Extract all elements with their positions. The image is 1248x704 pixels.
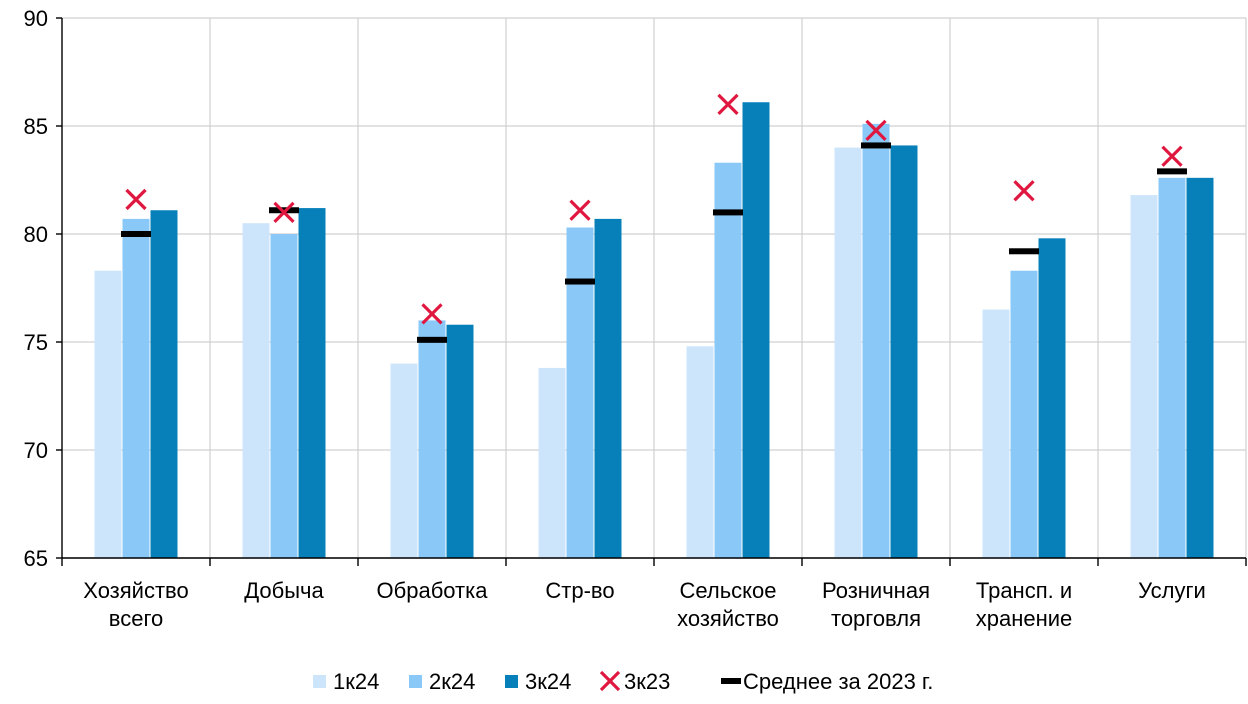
- bar-2к24: [1158, 177, 1186, 558]
- bar-2к24: [122, 218, 150, 558]
- legend-item: 3к23: [599, 669, 670, 694]
- bar-2к24: [862, 123, 890, 558]
- bar-3к24: [890, 145, 918, 558]
- category-label: Хозяйство: [83, 578, 188, 603]
- marker-avg-2023: [861, 142, 891, 149]
- bar-3к24: [298, 208, 326, 558]
- bars: [94, 102, 1214, 559]
- marker-3k23: [569, 199, 591, 221]
- bar-3к24: [594, 218, 622, 558]
- bar-1к24: [538, 367, 566, 558]
- legend-item: 2к24: [409, 669, 475, 694]
- legend-label: Среднее за 2023 г.: [743, 669, 933, 694]
- bar-2к24: [566, 227, 594, 558]
- legend-x-icon: [599, 670, 621, 692]
- marker-avg-2023: [565, 278, 595, 285]
- marker-3k23: [1161, 145, 1183, 167]
- bar-1к24: [390, 363, 418, 558]
- bar-1к24: [834, 147, 862, 558]
- legend-item: Среднее за 2023 г.: [721, 669, 933, 694]
- y-tick-label: 80: [24, 222, 48, 247]
- legend: 1к24 2к24 3к24 3к23 Среднее за 2023 г.: [313, 669, 933, 694]
- y-tick-label: 75: [24, 330, 48, 355]
- legend-label: 3к23: [624, 669, 670, 694]
- legend-label: 2к24: [429, 669, 475, 694]
- y-tick-label: 70: [24, 438, 48, 463]
- marker-3k23: [273, 201, 295, 224]
- category-label: хранение: [976, 606, 1073, 631]
- marker-3k23: [865, 119, 887, 141]
- bar-3к24: [446, 324, 474, 558]
- category-label: хозяйство: [677, 606, 779, 631]
- category-label: Услуги: [1138, 578, 1206, 603]
- axes: 65 70 75 80 85 90 Хозяйство всего Добыча Обработк…: [24, 6, 1247, 631]
- category-label: Сельское: [679, 578, 776, 603]
- category-label: всего: [109, 606, 163, 631]
- bar-1к24: [686, 346, 714, 558]
- legend-swatch: [409, 675, 422, 688]
- gridlines: [62, 17, 1247, 559]
- bar-3к24: [1186, 177, 1214, 558]
- markers: [121, 93, 1187, 343]
- marker-avg-2023: [1009, 248, 1039, 255]
- category-label: Обработка: [377, 578, 489, 603]
- bar-1к24: [982, 309, 1010, 558]
- marker-3k23: [421, 303, 443, 325]
- legend-item: 1к24: [313, 669, 379, 694]
- marker-3k23: [1013, 180, 1035, 202]
- category-label: Трансп. и: [976, 578, 1072, 603]
- legend-item: 3к24: [505, 669, 571, 694]
- y-tick-label: 65: [24, 546, 48, 571]
- category-label: Стр-во: [545, 578, 614, 603]
- bar-2к24: [270, 234, 298, 558]
- category-label: Добыча: [244, 578, 324, 603]
- bar-2к24: [1010, 270, 1038, 558]
- bar-1к24: [94, 270, 122, 558]
- marker-3k23: [717, 93, 739, 116]
- category-label: торговля: [831, 606, 921, 631]
- bar-3к24: [150, 210, 178, 559]
- y-tick-label: 85: [24, 114, 48, 139]
- bar-2к24: [418, 320, 446, 558]
- bar-3к24: [1038, 238, 1066, 558]
- marker-3k23: [125, 188, 147, 211]
- legend-label: 1к24: [333, 669, 379, 694]
- bar-3к24: [742, 102, 770, 559]
- marker-avg-2023: [121, 231, 151, 237]
- bar-1к24: [242, 223, 270, 558]
- legend-swatch: [505, 675, 518, 688]
- bar-1к24: [1130, 195, 1158, 558]
- legend-label: 3к24: [525, 669, 571, 694]
- y-tick-label: 90: [24, 6, 48, 31]
- marker-avg-2023: [1157, 168, 1187, 175]
- bar-2к24: [714, 162, 742, 558]
- legend-dash-icon: [721, 678, 741, 684]
- marker-avg-2023: [713, 209, 743, 216]
- marker-avg-2023: [417, 336, 447, 343]
- category-label: Розничная: [822, 578, 930, 603]
- legend-swatch: [313, 675, 326, 688]
